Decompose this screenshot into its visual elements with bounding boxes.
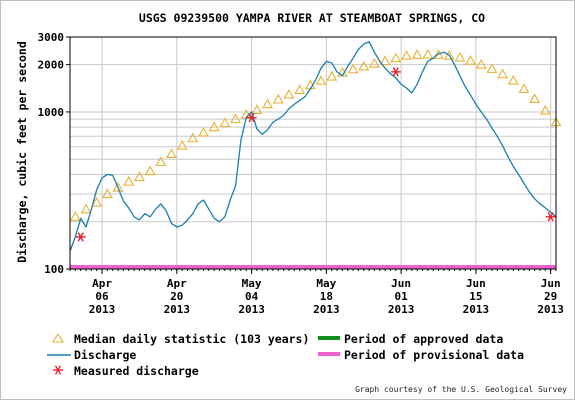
median-triangle-marker <box>294 84 306 95</box>
median-triangle-marker <box>465 55 476 65</box>
median-triangle-marker <box>187 132 199 143</box>
median-triangle-marker <box>251 104 263 114</box>
measured-discharge-marker <box>390 67 401 77</box>
median-triangle-marker <box>112 181 124 192</box>
x-tick-label: May 04 2013 <box>238 277 265 316</box>
median-triangle-marker <box>283 88 295 99</box>
median-triangle-marker <box>539 104 551 115</box>
median-triangle-marker <box>411 49 423 59</box>
legend-label: Median daily statistic (103 years) <box>74 332 309 346</box>
x-tick-label: Jun 15 2013 <box>463 277 490 316</box>
plot-area-border <box>69 36 557 270</box>
median-triangle-marker <box>230 113 242 124</box>
y-tick-label: 2000 <box>38 59 65 72</box>
median-triangle-marker <box>507 75 519 85</box>
median-triangle-marker <box>262 98 274 109</box>
median-triangle-marker <box>390 52 402 63</box>
x-tick-label: May 18 2013 <box>313 277 340 316</box>
median-triangle-marker <box>443 50 455 60</box>
measured-discharge-marker <box>75 232 86 242</box>
median-triangle-marker <box>486 63 498 73</box>
legend: Median daily statistic (103 years) Discha… <box>47 332 524 378</box>
legend-item: Median daily statistic (103 years) <box>52 332 309 346</box>
axes: 100 1000 2000 3000 Apr 06 2013 Apr 20 2013 May 04 20… <box>38 31 564 316</box>
median-triangle-marker <box>497 68 509 79</box>
legend-bar-icon <box>318 352 340 356</box>
measured-discharge-marker <box>246 112 257 123</box>
credit-text: Graph courtesy of the U.S. Geological Su… <box>355 385 567 394</box>
legend-item: Measured discharge <box>53 364 199 378</box>
y-tick-label: 1000 <box>38 106 65 119</box>
median-triangle-marker <box>326 70 338 81</box>
x-tick-label: Apr 20 2013 <box>164 277 191 316</box>
legend-label: Period of approved data <box>344 332 503 346</box>
legend-item: Period of provisional data <box>318 348 524 362</box>
provisional-data-bar <box>70 265 556 269</box>
median-triangle-marker <box>176 140 188 150</box>
legend-asterisk-icon <box>53 365 63 375</box>
x-tick-label: Jun 01 2013 <box>388 277 415 316</box>
legend-label: Period of provisional data <box>344 348 524 362</box>
median-triangle-marker <box>69 211 81 221</box>
legend-item: Period of approved data <box>318 332 503 346</box>
median-triangle-marker <box>133 171 145 182</box>
data-period-bars <box>70 265 556 269</box>
median-triangle-marker <box>347 63 359 74</box>
median-triangle-marker <box>155 156 167 167</box>
series <box>69 41 562 252</box>
median-triangle-marker <box>433 49 444 59</box>
median-triangle-marker <box>272 93 284 104</box>
legend-item: Discharge <box>47 348 136 362</box>
median-triangle-marker <box>401 50 412 60</box>
median-triangle-marker <box>144 165 156 176</box>
median-triangle-marker <box>454 51 466 62</box>
median-triangle-marker <box>219 117 231 128</box>
legend-label: Discharge <box>74 348 136 362</box>
x-tick-label: Apr 06 2013 <box>89 277 116 316</box>
median-triangle-marker <box>475 59 487 69</box>
y-tick-label: 100 <box>44 263 64 276</box>
median-triangle-marker <box>379 55 391 66</box>
median-triangle-marker <box>101 188 113 199</box>
legend-label: Measured discharge <box>74 364 199 378</box>
median-triangle-marker <box>518 83 530 94</box>
chart-title: USGS 09239500 YAMPA RIVER AT STEAMBOAT S… <box>139 11 485 25</box>
y-tick-label: 3000 <box>38 31 65 44</box>
legend-triangle-icon <box>52 332 64 343</box>
median-triangle-marker <box>208 121 220 132</box>
median-triangle-marker <box>198 126 209 137</box>
median-triangle-marker <box>80 203 92 214</box>
discharge-line <box>69 41 557 252</box>
median-triangle-marker <box>166 148 177 159</box>
grid <box>70 37 556 269</box>
x-tick-label: Jun 29 2013 <box>537 277 564 316</box>
median-triangle-marker <box>91 196 103 207</box>
legend-bar-icon <box>318 336 340 340</box>
median-triangle-marker <box>123 176 135 186</box>
median-triangle-marker <box>315 75 327 85</box>
median-triangle-marker <box>358 60 370 71</box>
measured-discharge-marker <box>545 212 556 222</box>
y-axis-label: Discharge, cubic feet per second <box>15 41 29 263</box>
median-triangle-marker <box>422 48 434 59</box>
median-triangle-marker <box>529 93 541 103</box>
median-triangle-marker <box>368 58 380 68</box>
